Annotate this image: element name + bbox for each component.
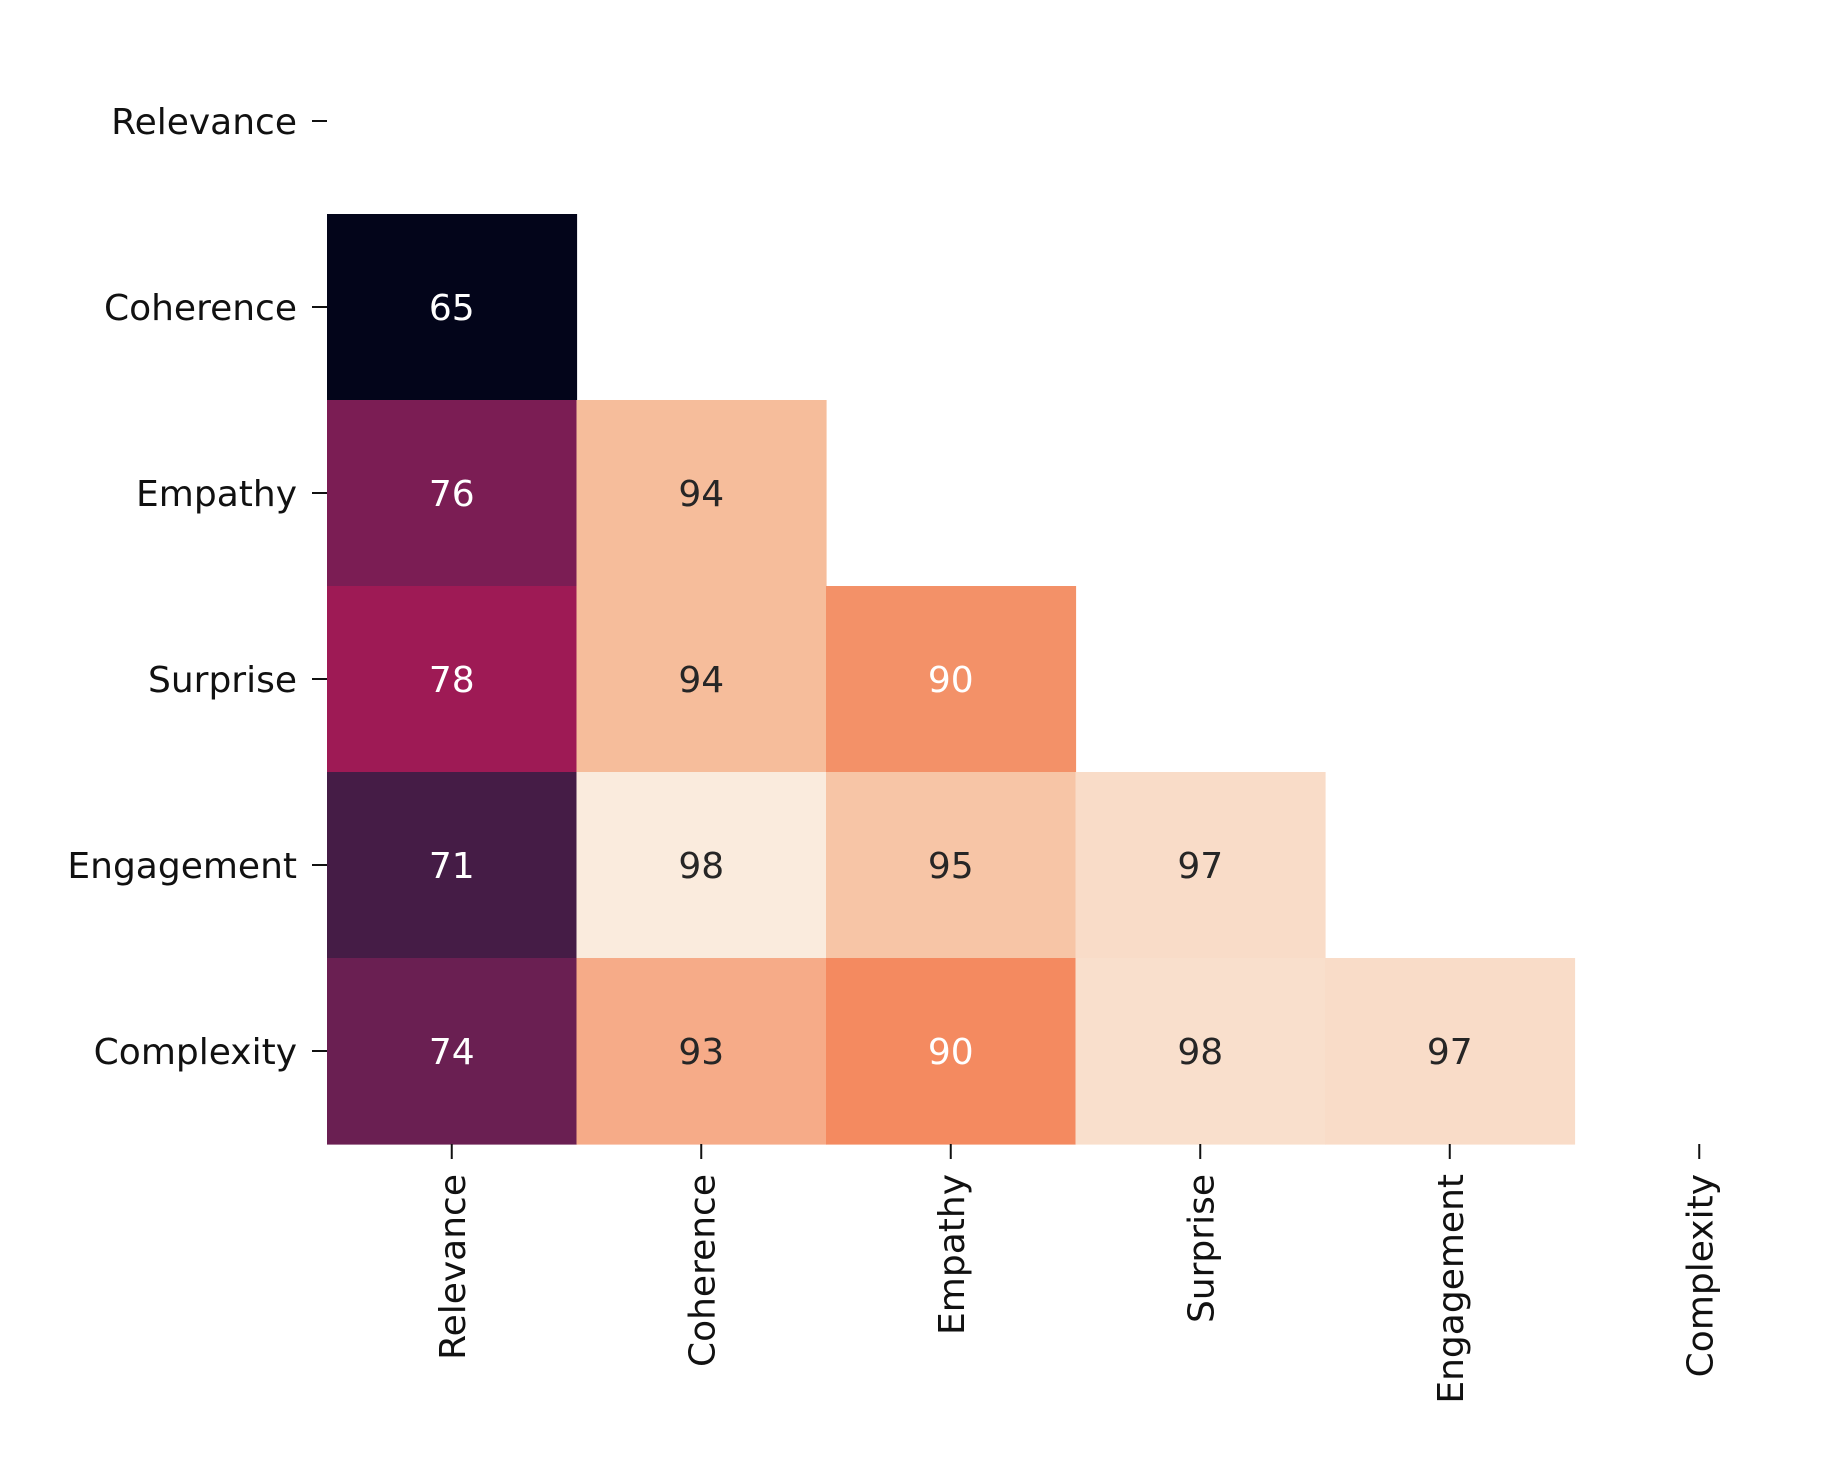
heatmap-cell-complexity-surprise [1075,958,1326,1145]
cell-value-label: 78 [429,660,475,701]
y-axis: Relevance Coherence Empathy Surprise Engagem… [67,102,327,1073]
cell-value-label: 65 [429,288,475,329]
cell-value-label: 93 [678,1032,724,1073]
heatmap-cell-engagement-coherence [576,772,827,959]
x-tick-label-coherence: Coherence [682,1174,723,1367]
heatmap-cell-complexity-empathy [826,958,1077,1145]
heatmap-cell-complexity-relevance [327,958,578,1145]
heatmap-cell-empathy-coherence [576,400,827,587]
x-tick-label-empathy: Empathy [932,1174,973,1335]
cell-value-label: 71 [429,846,475,887]
y-tick-label-complexity: Complexity [94,1032,297,1073]
heatmap-cell-surprise-empathy [826,586,1077,773]
heatmap-cell-complexity-coherence [576,958,827,1145]
y-tick-label-engagement: Engagement [67,846,297,887]
cell-value-label: 97 [1427,1032,1473,1073]
cell-value-label: 90 [928,660,974,701]
cell-value-label: 74 [429,1032,475,1073]
heatmap-cell-engagement-empathy [826,772,1077,959]
x-tick-label-relevance: Relevance [433,1174,474,1360]
cell-value-label: 94 [678,474,724,515]
heatmap-cell-labels: 65 76 94 78 94 90 71 98 95 97 74 93 90 98 97 [429,288,1473,1073]
x-tick-label-engagement: Engagement [1431,1174,1472,1404]
cell-value-label: 97 [1177,846,1223,887]
y-tick-label-coherence: Coherence [104,288,297,329]
heatmap-cell-engagement-relevance [327,772,578,959]
heatmap-cell-engagement-surprise [1075,772,1326,959]
heatmap-cell-surprise-coherence [576,586,827,773]
y-tick-label-relevance: Relevance [111,102,297,143]
cell-value-label: 98 [1177,1032,1223,1073]
heatmap-cell-surprise-relevance [327,586,578,773]
y-tick-label-empathy: Empathy [136,474,297,515]
heatmap-cells [327,214,1576,1145]
x-tick-label-complexity: Complexity [1680,1174,1721,1377]
x-axis: Relevance Coherence Empathy Surprise Engagem… [433,1144,1721,1404]
cell-value-label: 98 [678,846,724,887]
cell-value-label: 94 [678,660,724,701]
x-tick-label-surprise: Surprise [1181,1174,1222,1323]
cell-value-label: 95 [928,846,974,887]
y-tick-label-surprise: Surprise [148,660,297,701]
cell-value-label: 76 [429,474,475,515]
heatmap-cell-complexity-engagement [1325,958,1576,1145]
heatmap-cell-coherence-relevance [327,214,578,401]
cell-value-label: 90 [928,1032,974,1073]
heatmap-cell-empathy-relevance [327,400,578,587]
